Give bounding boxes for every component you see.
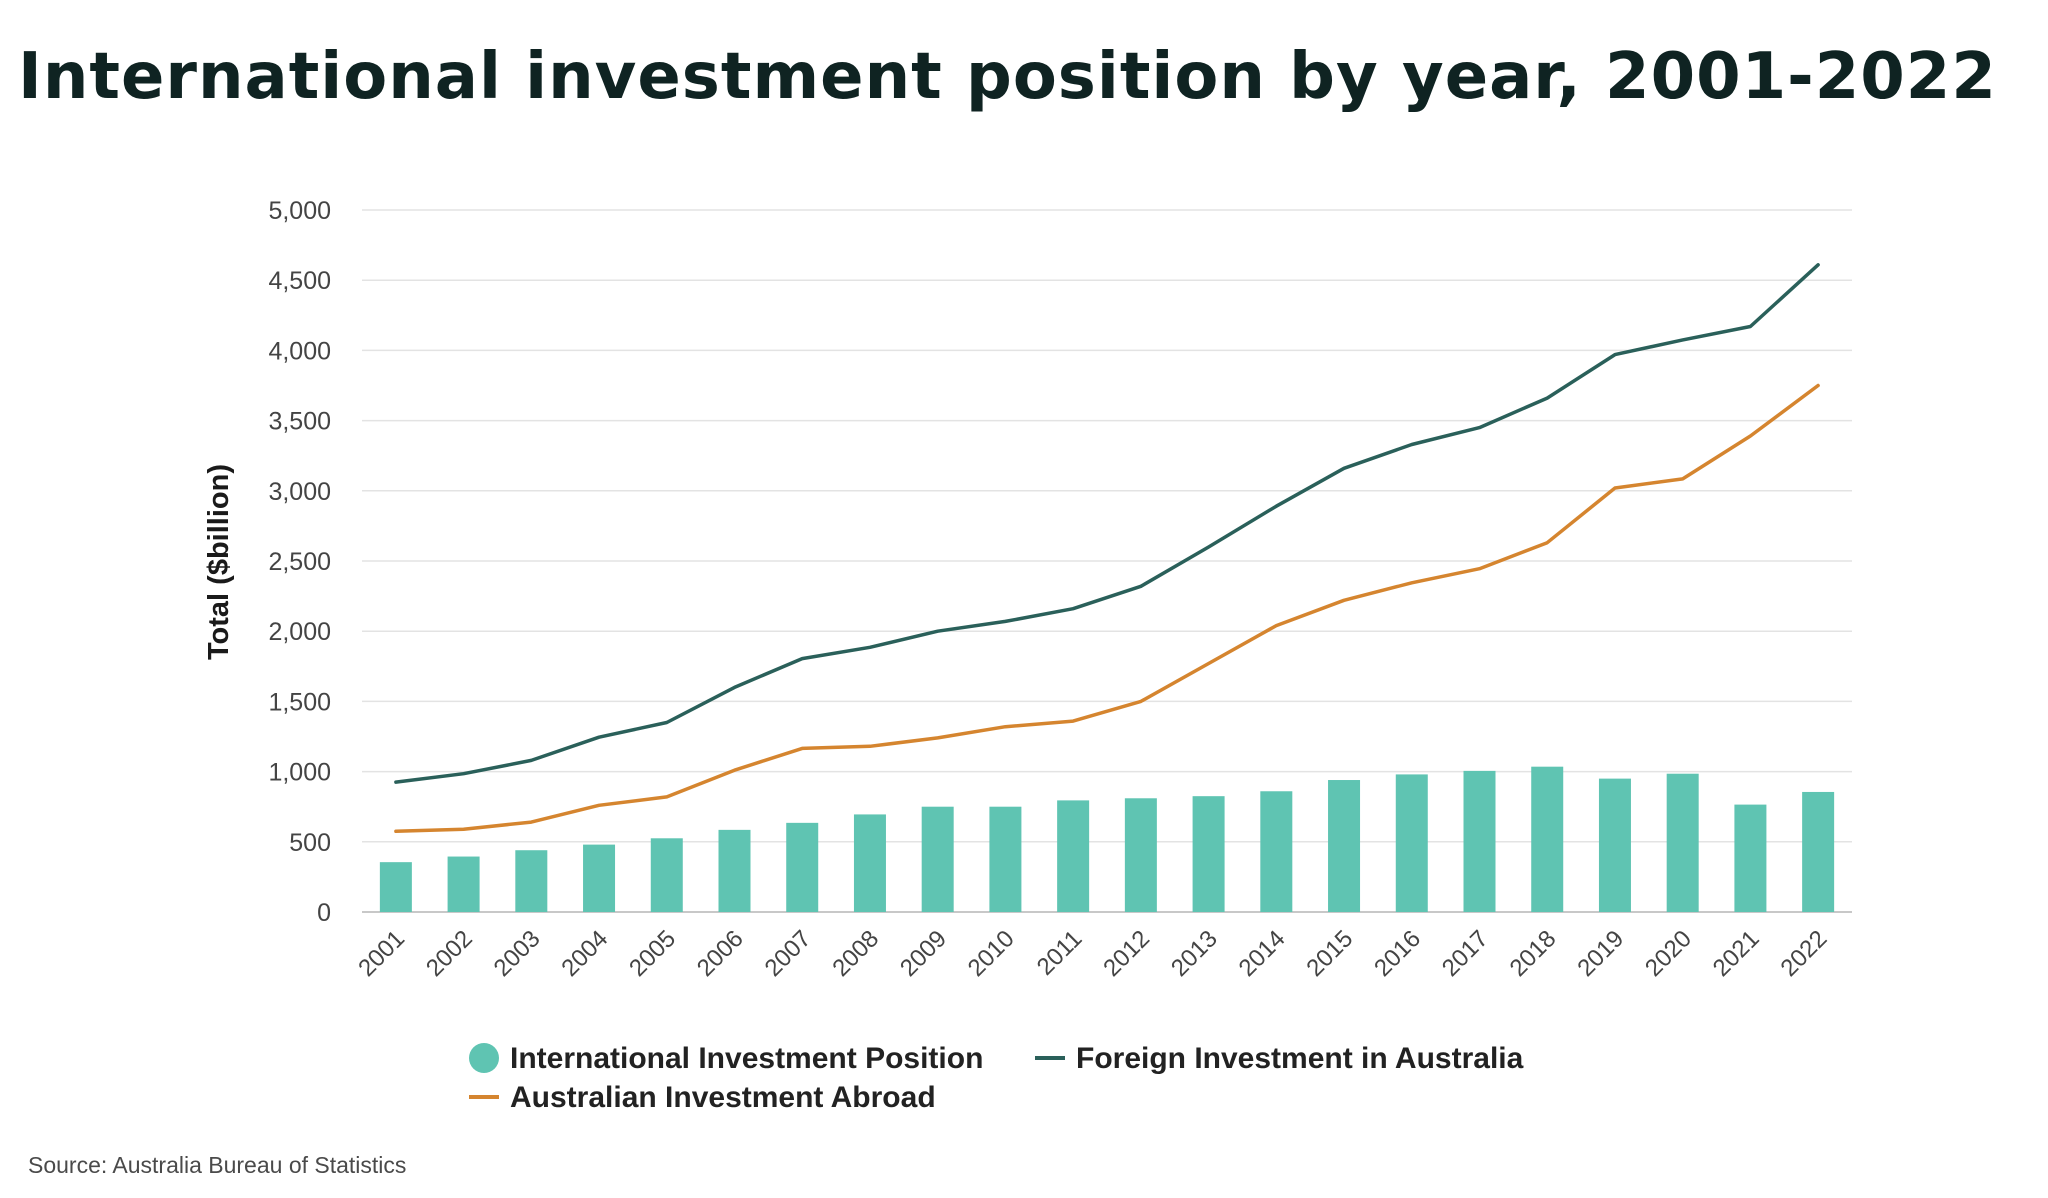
y-axis-tick-labels: 0 500 1,000 1,500 2,000 2,500 3,000 3,500 4,000 4… — [268, 197, 331, 927]
x-tick-label: 2010 — [963, 925, 1020, 982]
y-tick-label: 4,000 — [268, 337, 331, 365]
series-line — [394, 263, 1820, 784]
x-tick-label: 2019 — [1572, 925, 1629, 982]
x-tick-label: 2018 — [1505, 925, 1562, 982]
x-tick-label: 2015 — [1301, 925, 1358, 982]
bar — [1463, 770, 1496, 912]
x-tick-label: 2014 — [1234, 925, 1291, 982]
legend-label: Foreign Investment in Australia — [1076, 1042, 1524, 1075]
y-tick-label: 1,000 — [268, 759, 331, 787]
y-axis-label: Total ($billion) — [203, 464, 235, 660]
x-tick-label: 2007 — [760, 925, 817, 982]
bar — [379, 862, 412, 912]
x-tick-label: 2013 — [1166, 925, 1223, 982]
chart-title: International investment position by yea… — [18, 40, 1997, 114]
bar — [515, 850, 548, 912]
bar — [1057, 800, 1090, 912]
bar — [921, 806, 954, 912]
x-tick-label: 2008 — [827, 925, 884, 982]
y-tick-label: 500 — [289, 829, 331, 857]
x-tick-label: 2016 — [1369, 925, 1426, 982]
x-tick-label: 2020 — [1640, 925, 1697, 982]
x-tick-label: 2017 — [1437, 925, 1494, 982]
x-tick-label: 2011 — [1032, 925, 1088, 981]
bar — [1531, 766, 1564, 912]
legend-swatch-marker — [469, 1043, 499, 1073]
x-tick-label: 2003 — [489, 925, 546, 982]
x-tick-label: 2009 — [895, 925, 952, 982]
legend-label: Australian Investment Abroad — [510, 1081, 936, 1114]
x-tick-label: 2006 — [692, 925, 749, 982]
x-axis-tick-labels: 2001 2002 2003 2004 2005 2006 2007 2008 2009 2010… — [353, 925, 1832, 982]
bar — [1395, 774, 1428, 912]
bar — [853, 814, 886, 912]
source-note: Source: Australia Bureau of Statistics — [28, 1152, 407, 1178]
y-tick-label: 2,500 — [268, 548, 331, 576]
bar — [650, 838, 683, 912]
bar-series — [379, 766, 1835, 912]
bar — [1260, 791, 1293, 912]
line-series — [394, 263, 1820, 834]
series-line — [394, 383, 1820, 834]
x-tick-label: 2001 — [353, 925, 410, 982]
legend-label: International Investment Position — [510, 1042, 983, 1075]
bar — [1192, 796, 1225, 912]
x-tick-label: 2005 — [624, 925, 681, 982]
bar — [786, 822, 819, 912]
y-tick-label: 4,500 — [268, 267, 331, 295]
bar — [718, 829, 751, 912]
y-tick-label: 3,000 — [268, 478, 331, 506]
y-tick-label: 2,000 — [268, 618, 331, 646]
y-tick-label: 3,500 — [268, 408, 331, 436]
y-tick-label: 5,000 — [268, 197, 331, 225]
bar — [989, 806, 1022, 912]
y-tick-label: 1,500 — [268, 688, 331, 716]
bar — [1598, 778, 1631, 912]
y-tick-label: 0 — [317, 899, 331, 927]
bar — [1124, 798, 1157, 912]
x-tick-label: 2004 — [556, 925, 613, 982]
bar — [1802, 791, 1835, 912]
bar — [447, 856, 480, 912]
x-tick-label: 2002 — [421, 925, 478, 982]
bar — [1734, 804, 1767, 912]
bar — [1328, 780, 1361, 912]
bar — [1666, 773, 1699, 912]
legend: International Investment Position Foreign… — [469, 1042, 1524, 1114]
x-tick-label: 2012 — [1098, 925, 1155, 982]
gridlines — [362, 209, 1852, 913]
x-tick-label: 2021 — [1708, 925, 1765, 982]
bar — [583, 844, 616, 912]
x-tick-label: 2022 — [1776, 925, 1833, 982]
